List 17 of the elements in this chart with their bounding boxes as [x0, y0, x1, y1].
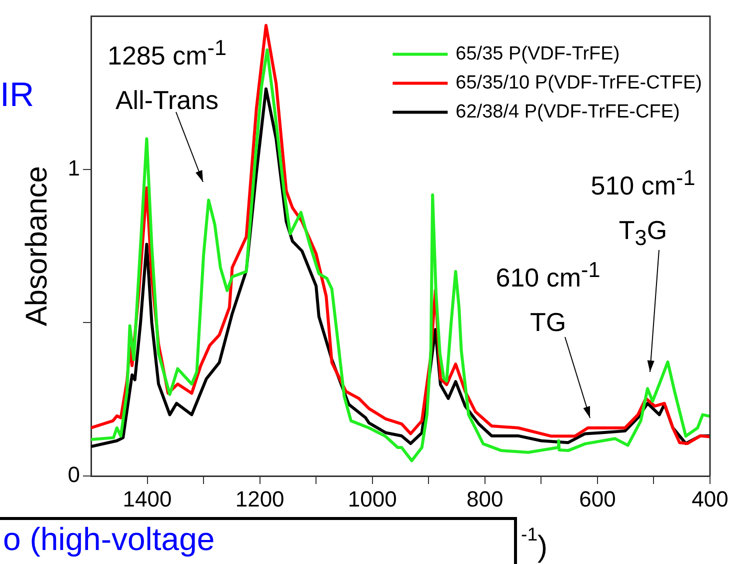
- annotation: 1285 cm$^{-1}$ All-Trans: [108, 34, 226, 117]
- x-tick-label: 800: [466, 486, 504, 512]
- text: 510 cm$^{-1}$ T$_{3}$G: [590, 165, 696, 250]
- text-box: o (high-voltage: [0, 517, 517, 564]
- x-tick-label: 400: [692, 486, 728, 512]
- x-tick-label: 1400: [122, 486, 172, 512]
- x-tick-label: 600: [579, 486, 616, 512]
- legend-label: 65/35 P(VDF-TrFE): [456, 43, 620, 64]
- y-tick-label: 1: [68, 156, 80, 181]
- text: IR: [0, 76, 34, 114]
- legend-label: 65/35/10 P(VDF-TrFE-CTFE): [456, 72, 702, 94]
- x-tick-label: 1000: [348, 486, 397, 512]
- y-axis-title: Absorbance: [20, 166, 54, 326]
- x-tick-label: 1200: [235, 486, 284, 512]
- legend-label: 62/38/4 P(VDF-TrFE-CFE): [456, 101, 680, 122]
- y-tick-label: 0: [68, 462, 80, 488]
- text: 610 cm$^{-1}$ TG: [496, 257, 600, 337]
